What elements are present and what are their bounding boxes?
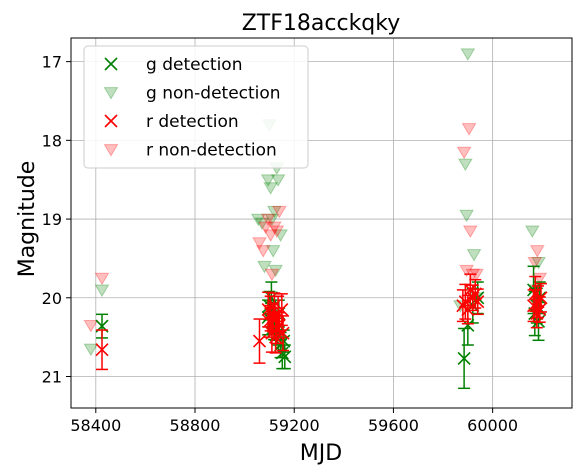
data-point-r-detection bbox=[276, 326, 290, 340]
data-point-r-detection bbox=[471, 295, 485, 309]
data-point-r-detection bbox=[534, 291, 548, 305]
data-point-r-non-detection bbox=[527, 256, 543, 270]
x-tick-label: 58800 bbox=[170, 416, 221, 435]
data-point-g-non-detection bbox=[264, 213, 280, 227]
x-marker-stroke bbox=[457, 351, 471, 365]
data-point-r-non-detection bbox=[258, 221, 274, 235]
x-marker-stroke bbox=[458, 295, 472, 309]
data-point-g-non-detection bbox=[254, 217, 270, 231]
legend-label: g detection bbox=[146, 55, 242, 75]
data-point-r-non-detection bbox=[462, 225, 478, 239]
data-point-g-non-detection bbox=[260, 174, 276, 187]
x-axis-ticks: 58400 58800 59200 59600 60000 bbox=[70, 408, 518, 435]
data-point-r-non-detection bbox=[459, 264, 474, 278]
x-marker-stroke bbox=[275, 303, 289, 317]
data-point-r-non-detection bbox=[263, 229, 279, 242]
data-point-r-non-detection bbox=[271, 205, 287, 219]
x-marker-stroke bbox=[275, 346, 289, 360]
y-tick-label: 21 bbox=[42, 368, 62, 387]
x-marker-stroke bbox=[471, 295, 485, 309]
data-point-r-detection bbox=[275, 303, 289, 317]
x-marker-stroke bbox=[276, 326, 290, 340]
y-tick-label: 19 bbox=[42, 210, 62, 229]
data-point-r-non-detection bbox=[461, 123, 477, 136]
x-marker-stroke bbox=[104, 57, 118, 71]
x-axis-label: MJD bbox=[300, 441, 342, 466]
data-point-r-non-detection bbox=[456, 146, 472, 160]
data-point-r-detection bbox=[95, 343, 109, 357]
data-point-g-non-detection bbox=[250, 213, 266, 227]
series-r-detection bbox=[95, 273, 548, 371]
legend: g detection g non-detection r detection r n… bbox=[83, 45, 309, 169]
series-r-non-detection bbox=[83, 123, 548, 333]
data-point-g-non-detection bbox=[273, 229, 288, 242]
data-point-r-non-detection bbox=[267, 221, 282, 235]
data-point-g-non-detection bbox=[524, 225, 540, 239]
data-point-g-non-detection bbox=[460, 48, 476, 61]
data-point-r-non-detection bbox=[269, 225, 285, 239]
plot-frame bbox=[70, 37, 573, 409]
data-point-g-non-detection bbox=[257, 260, 272, 274]
data-point-g-non-detection bbox=[263, 182, 279, 195]
x-marker-stroke bbox=[104, 114, 118, 128]
x-marker-stroke bbox=[461, 318, 475, 332]
x-tick-label: 59200 bbox=[269, 416, 320, 435]
data-point-r-non-detection bbox=[252, 237, 267, 250]
x-marker-stroke bbox=[95, 343, 109, 357]
x-marker-stroke bbox=[534, 291, 548, 305]
x-tick-label: 59600 bbox=[368, 416, 419, 435]
chart-title: ZTF18acckqky bbox=[242, 11, 401, 36]
legend-label: r detection bbox=[146, 112, 239, 132]
data-point-r-non-detection bbox=[260, 213, 276, 227]
plot-marks bbox=[83, 48, 548, 390]
x-marker-stroke bbox=[278, 350, 292, 364]
data-point-g-non-detection bbox=[83, 343, 99, 357]
data-point-r-non-detection bbox=[529, 245, 545, 258]
data-point-g-non-detection bbox=[531, 256, 546, 270]
x-tick-label: 58400 bbox=[70, 416, 121, 435]
data-point-g-detection bbox=[457, 351, 471, 365]
data-point-g-non-detection bbox=[94, 284, 110, 298]
data-point-r-non-detection bbox=[94, 272, 110, 286]
y-axis-label: Magnitude bbox=[15, 161, 40, 278]
x-marker-stroke bbox=[533, 303, 547, 317]
data-point-g-non-detection bbox=[457, 158, 473, 172]
data-point-r-detection bbox=[533, 303, 547, 317]
data-point-g-non-detection bbox=[268, 264, 283, 278]
data-point-g-detection bbox=[275, 346, 289, 360]
legend-box bbox=[83, 45, 309, 169]
data-point-g-non-detection bbox=[267, 205, 282, 219]
data-point-g-non-detection bbox=[270, 174, 286, 187]
data-point-r-non-detection bbox=[255, 245, 271, 258]
data-point-g-non-detection bbox=[459, 209, 474, 223]
legend-marker bbox=[103, 87, 119, 100]
data-point-g-non-detection bbox=[466, 249, 482, 262]
data-point-g-non-detection bbox=[265, 245, 281, 258]
y-tick-label: 17 bbox=[42, 53, 62, 72]
data-point-r-non-detection bbox=[83, 319, 99, 333]
y-axis-ticks: 17 18 19 20 21 bbox=[42, 53, 71, 387]
legend-label: r non-detection bbox=[146, 141, 277, 161]
legend-marker bbox=[103, 144, 119, 157]
legend-marker bbox=[104, 57, 118, 71]
x-marker-stroke bbox=[528, 287, 542, 301]
legend-marker bbox=[104, 114, 118, 128]
legend-label: g non-detection bbox=[146, 84, 281, 104]
y-tick-label: 20 bbox=[42, 289, 62, 308]
y-tick-label: 18 bbox=[42, 131, 62, 150]
data-point-r-non-detection bbox=[264, 268, 280, 282]
x-tick-label: 60000 bbox=[467, 416, 518, 435]
